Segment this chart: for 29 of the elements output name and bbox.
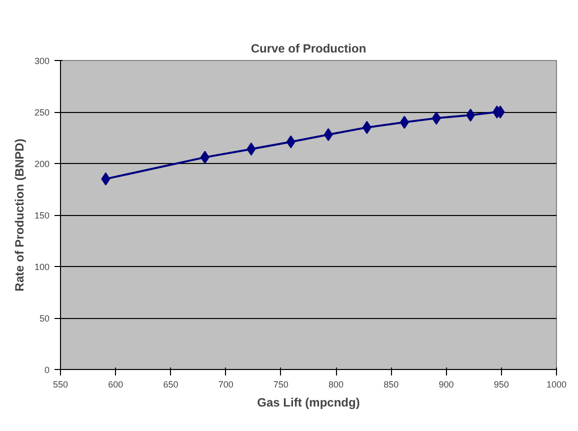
point [400,116,409,129]
point [362,120,372,134]
y-tick-label: 200 [34,159,50,169]
point [432,112,441,125]
point [286,135,296,148]
point [200,150,210,164]
x-tick-label: 700 [218,380,234,390]
point [324,128,333,142]
point [101,172,110,186]
y-tick-label: 250 [34,108,50,118]
y-tick-label: 100 [34,262,50,272]
x-tick-label: 550 [52,380,68,390]
x-tick-label: 900 [438,380,454,390]
point [246,142,256,156]
x-axis-title: Gas Lift (mpcndg) [257,396,360,410]
y-tick-label: 150 [34,210,50,220]
y-axis-title: Rate of Production (BNPD) [12,138,26,292]
chart-title: Curve of Production [250,42,366,56]
y-tick-label: 300 [34,56,50,66]
x-tick-label: 950 [494,380,509,390]
x-tick-label: 750 [273,380,288,390]
x-tick-label: 850 [384,380,399,390]
x-tick-label: 1000 [546,380,567,390]
x-tick-label: 600 [108,380,124,390]
point [466,108,476,122]
y-tick-label: 50 [39,314,50,324]
y-tick-label: 0 [44,365,50,375]
x-tick-label: 650 [163,380,178,390]
x-tick-label: 800 [328,380,344,390]
